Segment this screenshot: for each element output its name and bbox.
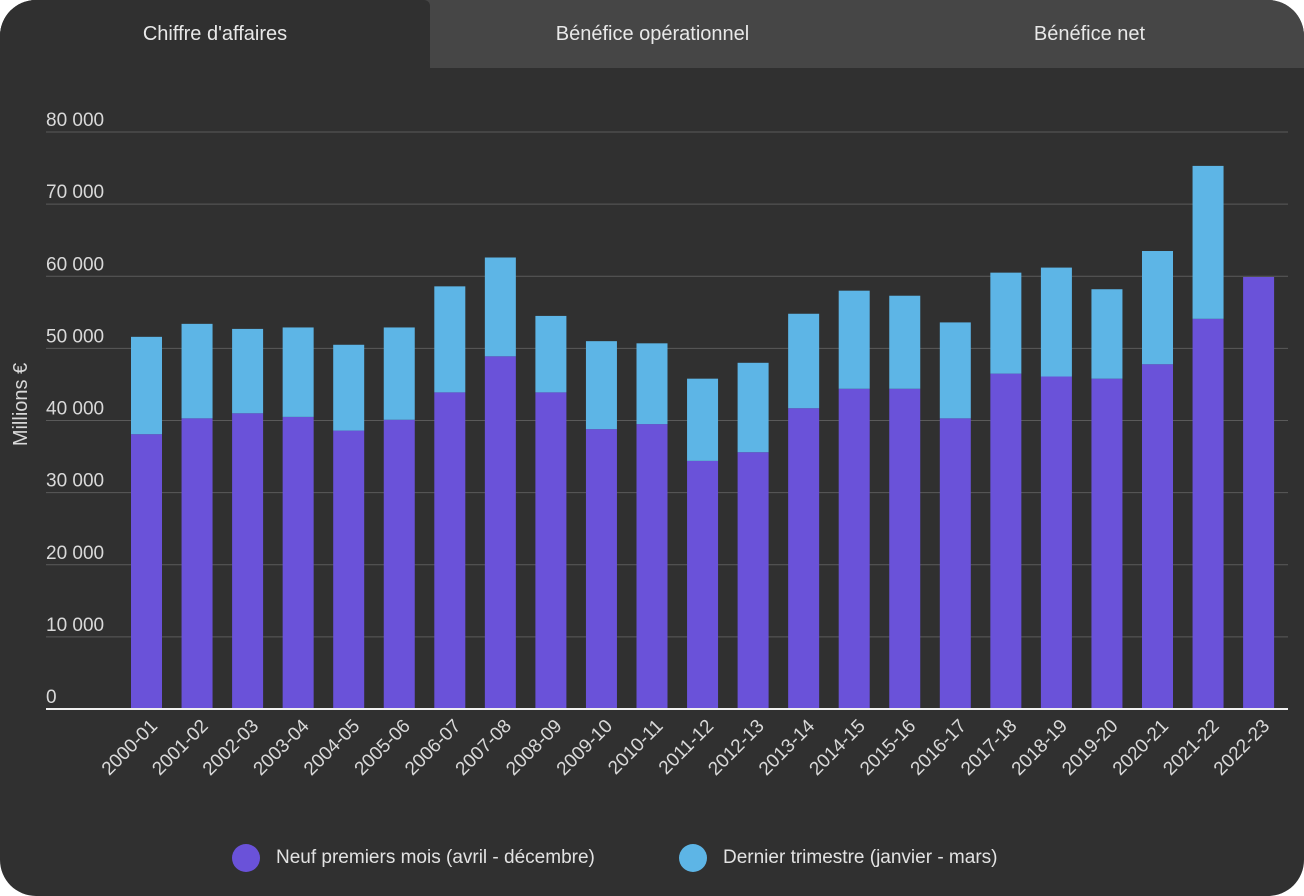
y-tick-label: 50 000 <box>46 326 104 347</box>
bar-series2 <box>232 328 264 414</box>
bar-series1 <box>232 413 264 709</box>
bar-series2 <box>1091 289 1123 379</box>
legend-label-series1: Neuf premiers mois (avril - décembre) <box>276 847 595 868</box>
legend-item-series2[interactable]: Dernier trimestre (janvier - mars) <box>679 840 997 876</box>
bar-series1 <box>838 388 870 709</box>
x-tick-label: 2010-11 <box>604 716 667 779</box>
x-tick-label: 2022-23 <box>1210 716 1274 780</box>
y-tick-label: 40 000 <box>46 399 104 420</box>
bar-series2 <box>181 323 213 419</box>
bar-series2 <box>889 295 921 389</box>
bar-series1 <box>535 392 567 709</box>
bar-series2 <box>1142 251 1173 365</box>
bar-series2 <box>990 272 1022 374</box>
legend-swatch-series2 <box>679 844 707 872</box>
bar-series2 <box>383 327 415 420</box>
bar-series2 <box>535 315 567 393</box>
bar-series1 <box>585 429 617 709</box>
bar-series1 <box>131 434 162 709</box>
y-tick-label: 0 <box>46 687 57 708</box>
legend-label-series2: Dernier trimestre (janvier - mars) <box>723 847 998 868</box>
bar-series1 <box>1243 276 1275 709</box>
bar-series1 <box>889 388 921 709</box>
bar-series2 <box>585 341 617 430</box>
tab-operating-profit[interactable]: Bénéfice opérationnel <box>555 22 750 45</box>
y-tick-label: 10 000 <box>46 615 104 636</box>
bar-series1 <box>1091 378 1123 709</box>
bar-series2 <box>939 322 971 419</box>
bar-series1 <box>636 424 668 709</box>
tab-revenue[interactable]: Chiffre d'affaires <box>0 0 430 68</box>
bar-series2 <box>1192 165 1224 319</box>
tab-bar: Chiffre d'affaires Bénéfice opérationnel… <box>0 0 1304 68</box>
bar-series2 <box>687 378 719 461</box>
bar-series1 <box>990 373 1022 709</box>
bar-series2 <box>434 286 466 393</box>
y-axis-title: Millions € <box>10 363 32 446</box>
y-tick-label: 70 000 <box>46 182 104 203</box>
bar-series1 <box>737 452 769 709</box>
bar-series1 <box>939 418 971 709</box>
bar-series2 <box>333 344 365 431</box>
x-tick-label: 2009-10 <box>553 716 617 780</box>
bar-series1 <box>687 460 719 709</box>
legend-swatch-series1 <box>232 844 260 872</box>
bar-series1 <box>1040 376 1072 709</box>
bar-series2 <box>484 257 516 357</box>
bar-series2 <box>131 336 162 435</box>
bar-series1 <box>434 392 466 709</box>
bar-series1 <box>1192 318 1224 709</box>
y-tick-label: 60 000 <box>46 254 104 275</box>
bar-series1 <box>1142 364 1173 709</box>
bar-series2 <box>282 327 314 417</box>
bar-series1 <box>282 416 314 709</box>
y-tick-label: 80 000 <box>46 110 104 131</box>
bar-series2 <box>838 290 870 389</box>
bar-series1 <box>383 419 415 709</box>
bar-series1 <box>484 356 516 709</box>
tab-net-profit[interactable]: Bénéfice net <box>1033 22 1146 45</box>
bar-series2 <box>636 343 668 425</box>
y-tick-label: 30 000 <box>46 471 104 492</box>
bar-series2 <box>1040 267 1072 377</box>
bar-series2 <box>737 362 769 453</box>
bar-series2 <box>788 313 820 409</box>
bar-series1 <box>788 408 820 709</box>
bar-series1 <box>333 430 365 709</box>
legend-item-series1[interactable]: Neuf premiers mois (avril - décembre) <box>232 840 595 876</box>
bar-series1 <box>181 418 213 709</box>
y-tick-label: 20 000 <box>46 543 104 564</box>
